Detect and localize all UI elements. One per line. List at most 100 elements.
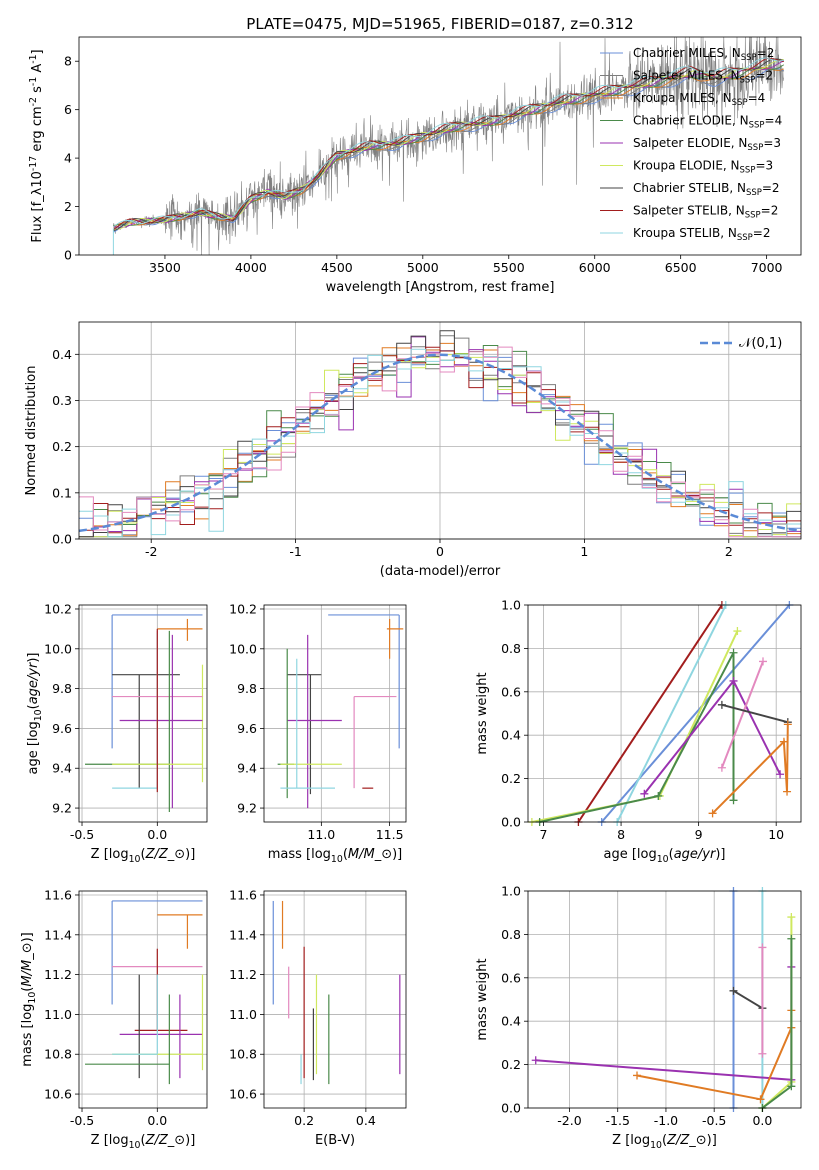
y-tick-label: 9.4 [237,761,257,776]
y-tick-label: 11.2 [229,967,257,982]
weight-marker [756,1095,765,1104]
weight-line [732,989,763,1010]
weight-marker [717,700,726,709]
x-tick-label: 0 [436,544,444,559]
y-tick-label: 10.6 [229,1087,257,1102]
y-tick-label: 1.0 [501,884,521,899]
x-tick-label: -2.0 [557,1113,581,1128]
weight-line [577,604,723,823]
x-axis-label: (data-model)/error [380,564,501,579]
y-tick-label: 9.4 [52,761,72,776]
y-tick-label: 0.4 [501,728,521,743]
weight-marker [787,1082,796,1091]
normal-curve [78,353,802,533]
x-tick-label: 5500 [493,260,525,275]
x-tick-label: -0.5 [70,827,94,842]
weight-marker [779,737,788,746]
axes-frame [78,604,208,823]
y-tick-label: 10.6 [44,1087,72,1102]
x-tick-label: 6000 [579,260,611,275]
y-tick-label: 0.6 [501,970,521,985]
weight-line [535,967,793,1081]
weight-marker [787,934,796,943]
x-axis-label: Z [log10(Z/Z_⊙)] [612,1133,717,1151]
histogram-step [79,330,801,538]
legend-label: Chabrier ELODIE, NSSP=4 [633,114,782,131]
legend-label: Kroupa MILES, NSSP=4 [633,91,765,108]
y-tick-label: 0.2 [52,439,72,454]
plot-massweight-vs-age: 7 8 9 10 0.0 0.2 0.4 0.6 0.8 1.0 age [log10(age/yr… [475,598,802,865]
x-tick-label: 11.5 [376,827,404,842]
y-tick-label: 11.4 [229,927,257,942]
y-tick-label: 0 [64,248,72,263]
x-tick-label: 2 [725,544,733,559]
plot-spectrum: 3500 4000 4500 5000 5500 6000 6500 7000 0 2 4 6 8 wav… [28,36,802,295]
plot-age-vs-Z: -0.5 0.0 9.2 9.4 9.6 9.8 10.0 10.2 Z [log10(Z/Z_… [26,601,208,865]
y-tick-label: 11.6 [229,887,257,902]
y-tick-label: 9.6 [52,721,72,736]
legend-label: Salpeter STELIB, NSSP=2 [633,204,778,221]
x-tick-label: 9 [695,827,703,842]
legend-label: Chabrier STELIB, NSSP=2 [633,181,780,198]
legend-label: 𝒩(0,1) [739,336,782,351]
x-tick-label: 10 [768,827,784,842]
plot-residuals: -2 -1 0 1 2 0.0 0.1 0.2 0.3 0.4 (data-model)/error… [24,321,802,579]
legend-label: Chabrier MILES, NSSP=2 [633,46,774,63]
model-spectrum [113,67,784,228]
y-tick-label: 0.0 [52,532,72,547]
y-tick-label: 10.8 [229,1047,257,1062]
x-tick-label: 0.4 [356,1113,376,1128]
y-tick-label: 1.0 [501,598,521,613]
weight-marker [758,657,767,666]
plot-age-vs-mass: 11.0 11.5 9.2 9.4 9.6 9.8 10.0 10.2 mass [log10(… [229,601,407,865]
weight-marker [729,676,738,685]
weight-marker [708,809,717,818]
weight-line [711,724,789,815]
x-tick-label: 7 [540,827,548,842]
y-tick-label: 0.8 [501,641,521,656]
plot-mass-vs-ebv: 0.2 0.4 10.6 10.8 11.0 11.2 11.4 11.6 E(B-V) [229,887,407,1148]
legend-label: Kroupa ELODIE, NSSP=3 [633,159,773,176]
weight-marker [531,1056,540,1065]
x-axis-label: Z [log10(Z/Z_⊙)] [91,847,196,865]
y-tick-label: 4 [64,151,72,166]
legend-label: Salpeter MILES, NSSP=2 [633,69,773,86]
x-tick-label: 3500 [149,260,181,275]
x-tick-label: -0.5 [70,1113,94,1128]
plot-massweight-vs-Z: -2.0 -1.5 -1.0 -0.5 0.0 0.0 0.2 0.4 0.6 0.8 1.0 Z [… [475,884,802,1151]
y-tick-label: 10.8 [44,1047,72,1062]
y-tick-label: 0.4 [501,1014,521,1029]
x-tick-label: 0.0 [147,1113,167,1128]
model-spectrum [113,59,784,230]
histogram-step [79,346,801,538]
y-axis-label: mass [log10(M/M_⊙)] [20,932,38,1067]
y-tick-label: 9.6 [237,721,257,736]
axes-frame [78,890,208,1109]
weight-marker [633,1071,642,1080]
axes-frame [263,890,407,1109]
weight-line [616,604,727,823]
x-tick-label: 0.0 [752,1113,772,1128]
x-tick-label: 1 [580,544,588,559]
weight-line [720,661,764,769]
x-tick-label: 4000 [235,260,267,275]
x-tick-label: 4500 [321,260,353,275]
y-tick-label: 9.2 [237,801,257,816]
plot-mass-vs-Z: -0.5 0.0 10.6 10.8 11.0 11.2 11.4 11.6 Z [log10(… [20,887,208,1151]
model-spectrum [113,57,784,228]
x-tick-label: 0.2 [294,1113,314,1128]
figure-title: PLATE=0475, MJD=51965, FIBERID=0187, z=0… [246,15,633,33]
weight-line [721,703,789,724]
x-tick-label: 0.0 [147,827,167,842]
weight-marker [758,1049,767,1058]
y-tick-label: 0.0 [501,1101,521,1116]
weight-marker [758,943,767,952]
axes-frame [263,604,407,823]
x-tick-label: 5000 [407,260,439,275]
x-tick-label: 8 [617,827,625,842]
y-tick-label: 0.1 [52,485,72,500]
x-axis-label: mass [log10(M/M_⊙)] [268,847,403,865]
y-axis-label: Flux [f_λ10-17 erg cm-2 s-1 A-1] [28,49,45,242]
weight-marker [733,627,742,636]
